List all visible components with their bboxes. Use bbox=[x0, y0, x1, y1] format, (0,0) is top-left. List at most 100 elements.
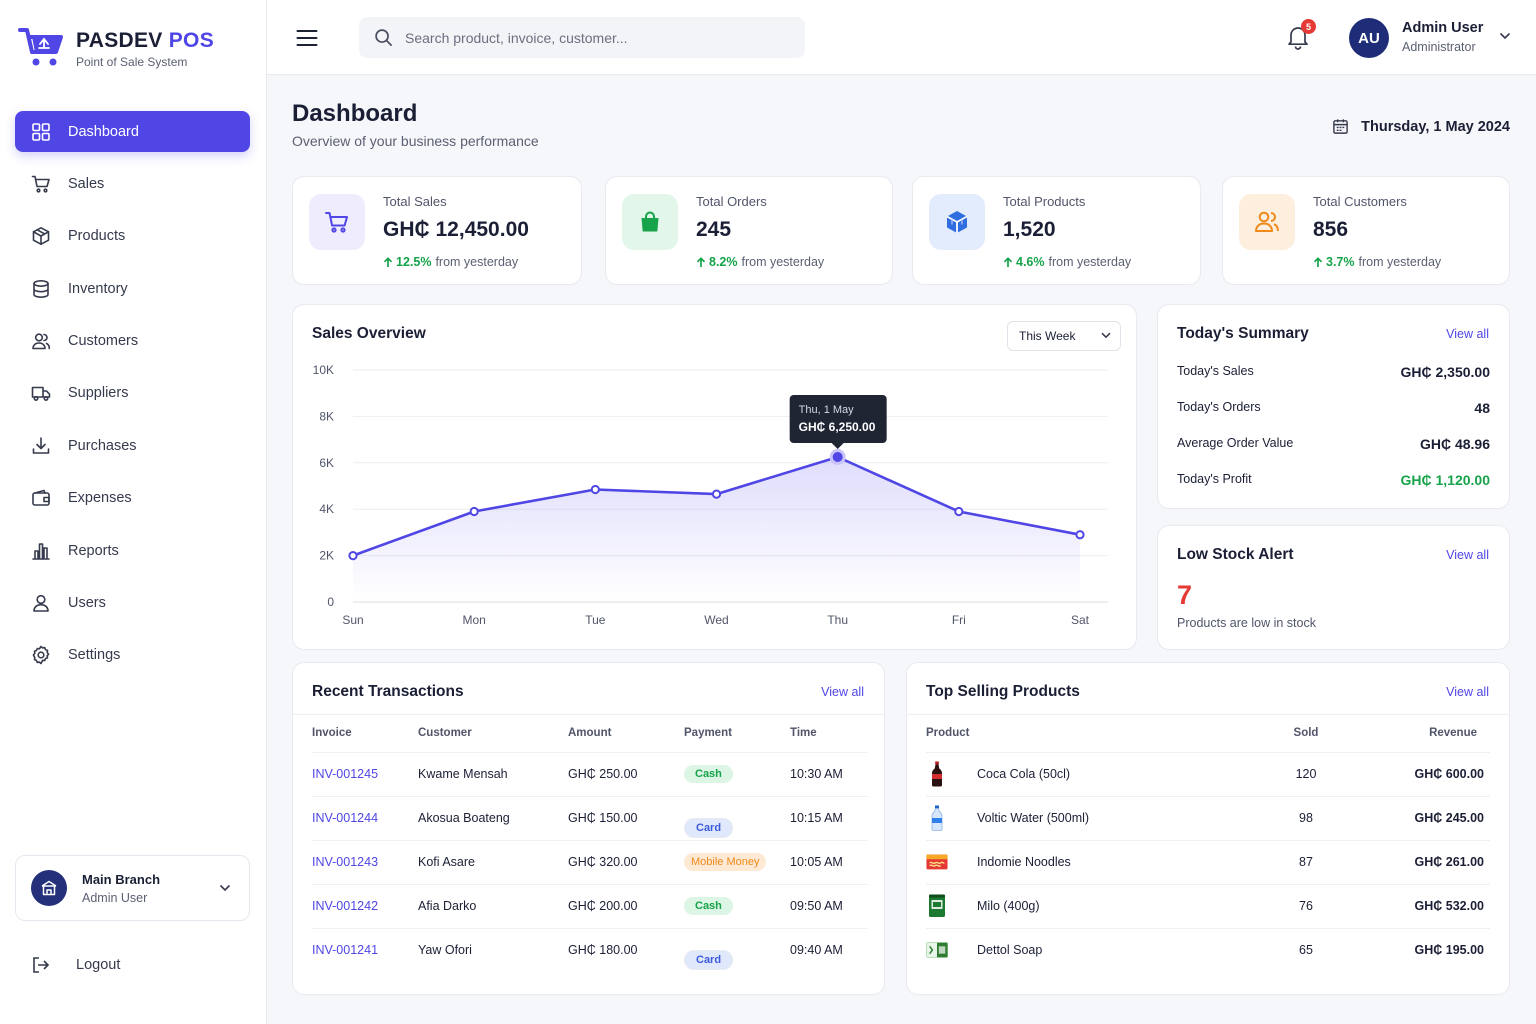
chevron-down-icon[interactable] bbox=[1499, 32, 1511, 40]
arrow-up-icon bbox=[1313, 256, 1323, 267]
sidebar-item-dashboard[interactable]: Dashboard bbox=[15, 111, 250, 152]
brand[interactable]: PASDEV POS Point of Sale System bbox=[18, 24, 214, 72]
data-point-sun[interactable] bbox=[348, 551, 358, 561]
period-select-value: This Week bbox=[1019, 329, 1076, 343]
table-row[interactable]: Milo (400g) 76 GH₵ 532.00 bbox=[926, 884, 1490, 929]
low-stock-view-all-link[interactable]: View all bbox=[1446, 548, 1489, 562]
low-stock-title: Low Stock Alert bbox=[1177, 546, 1294, 563]
table-row[interactable]: INV-001243 Kofi Asare GH₵ 320.00 Mobile … bbox=[312, 840, 867, 885]
sidebar-item-users[interactable]: Users bbox=[15, 583, 250, 624]
stat-label: Total Orders bbox=[696, 194, 767, 209]
branch-user: Admin User bbox=[82, 890, 148, 905]
col-header: Payment bbox=[684, 715, 790, 753]
data-point-thu[interactable] bbox=[829, 449, 846, 465]
summary-label: Today's Profit bbox=[1177, 472, 1252, 486]
stat-card-total-sales[interactable]: Total Sales GH₵ 12,450.00 12.5% from yes… bbox=[292, 176, 582, 285]
sidebar-item-reports[interactable]: Reports bbox=[15, 530, 250, 571]
invoice-link[interactable]: INV-001241 bbox=[312, 943, 379, 958]
sidebar-item-customers[interactable]: Customers bbox=[15, 321, 250, 362]
sidebar: PASDEV POS Point of Sale System Dashboar… bbox=[0, 0, 267, 1024]
stat-label: Total Customers bbox=[1313, 194, 1407, 209]
user-info[interactable]: Admin User Administrator bbox=[1402, 20, 1483, 54]
bar-chart-icon bbox=[31, 541, 51, 561]
col-header: Revenue bbox=[1326, 715, 1490, 753]
branch-name: Main Branch bbox=[82, 871, 161, 887]
col-header: Product bbox=[926, 715, 1286, 753]
stat-trend-suffix: from yesterday bbox=[1358, 255, 1442, 269]
summary-row: Today's Sales GH₵ 2,350.00 bbox=[1177, 364, 1490, 380]
user-role: Administrator bbox=[1402, 40, 1476, 54]
sidebar-item-suppliers[interactable]: Suppliers bbox=[15, 373, 250, 414]
stat-trend-percent: 3.7% bbox=[1326, 255, 1355, 269]
table-row[interactable]: Dettol Soap 65 GH₵ 195.00 bbox=[926, 928, 1490, 972]
search-bar bbox=[359, 17, 805, 58]
amount-cell: GH₵ 150.00 bbox=[568, 796, 684, 841]
stat-card-total-orders[interactable]: Total Orders 245 8.2% from yesterday bbox=[605, 176, 893, 285]
amount-cell: GH₵ 250.00 bbox=[568, 752, 684, 797]
sidebar-item-inventory[interactable]: Inventory bbox=[15, 268, 250, 309]
stat-value: GH₵ 12,450.00 bbox=[383, 218, 529, 241]
wallet-icon bbox=[31, 488, 51, 508]
water-bottle-icon bbox=[926, 805, 948, 831]
table-row[interactable]: INV-001241 Yaw Ofori GH₵ 180.00 Card 09:… bbox=[312, 928, 867, 972]
sidebar-item-sales[interactable]: Sales bbox=[15, 163, 250, 204]
date-text: Thursday, 1 May 2024 bbox=[1361, 118, 1510, 135]
branch-switcher[interactable]: Main Branch Admin User bbox=[15, 855, 250, 921]
logout-button[interactable]: Logout bbox=[31, 955, 120, 975]
invoice-link[interactable]: INV-001242 bbox=[312, 899, 379, 913]
invoice-link[interactable]: INV-001245 bbox=[312, 767, 379, 781]
x-tick-label: Tue bbox=[585, 613, 606, 627]
chevron-down-icon bbox=[219, 884, 231, 892]
sidebar-item-purchases[interactable]: Purchases bbox=[15, 425, 250, 466]
stat-card-total-customers[interactable]: Total Customers 856 3.7% from yesterday bbox=[1222, 176, 1510, 285]
data-point-tue[interactable] bbox=[590, 484, 600, 495]
summary-view-all-link[interactable]: View all bbox=[1446, 327, 1489, 341]
top-products-view-all-link[interactable]: View all bbox=[1446, 685, 1489, 699]
table-row[interactable]: INV-001242 Afia Darko GH₵ 200.00 Cash 09… bbox=[312, 884, 867, 929]
top-products-table: Product Sold Revenue Coca Cola (50cl) 12… bbox=[926, 715, 1490, 972]
stat-trend-suffix: from yesterday bbox=[741, 255, 825, 269]
table-row[interactable]: Voltic Water (500ml) 98 GH₵ 245.00 bbox=[926, 796, 1490, 841]
avatar[interactable]: AU bbox=[1349, 18, 1389, 58]
todays-summary-card: Today's Summary View all Today's Sales G… bbox=[1157, 304, 1510, 509]
data-point-wed[interactable] bbox=[711, 489, 722, 499]
cart-icon bbox=[31, 174, 51, 194]
stat-card-total-products[interactable]: Total Products 1,520 4.6% from yesterday bbox=[912, 176, 1201, 285]
payment-badge: Card bbox=[684, 818, 734, 838]
x-tick-label: Sun bbox=[342, 613, 363, 627]
search-input[interactable] bbox=[405, 29, 785, 46]
data-point-sat[interactable] bbox=[1075, 530, 1085, 540]
noodles-pack-icon bbox=[926, 849, 948, 875]
revenue-cell: GH₵ 532.00 bbox=[1326, 884, 1490, 929]
period-select[interactable]: This Week bbox=[1007, 321, 1121, 351]
chart-tooltip: Thu, 1 May GH₵ 6,250.00 bbox=[789, 395, 887, 449]
data-point-fri[interactable] bbox=[954, 506, 964, 517]
sold-cell: 76 bbox=[1286, 884, 1326, 929]
hamburger-menu-icon[interactable] bbox=[296, 28, 318, 48]
table-header-row: Product Sold Revenue bbox=[926, 715, 1490, 753]
users-icon bbox=[1239, 194, 1295, 250]
table-row[interactable]: INV-001245 Kwame Mensah GH₵ 250.00 Cash … bbox=[312, 752, 867, 797]
invoice-link[interactable]: INV-001244 bbox=[312, 811, 379, 825]
sales-overview-title: Sales Overview bbox=[312, 325, 426, 342]
product-name: Voltic Water (500ml) bbox=[977, 811, 1090, 825]
col-header: Amount bbox=[568, 715, 684, 753]
page-title: Dashboard bbox=[292, 100, 418, 127]
top-selling-products-card: Top Selling Products View all Product So… bbox=[906, 662, 1510, 995]
table-row[interactable]: Coca Cola (50cl) 120 GH₵ 600.00 bbox=[926, 752, 1490, 797]
truck-icon bbox=[31, 383, 51, 403]
sidebar-item-label: Inventory bbox=[68, 280, 128, 297]
users-icon bbox=[31, 331, 51, 351]
table-row[interactable]: INV-001244 Akosua Boateng GH₵ 150.00 Car… bbox=[312, 796, 867, 841]
customer-cell: Yaw Ofori bbox=[418, 943, 472, 958]
invoice-link[interactable]: INV-001243 bbox=[312, 855, 379, 869]
stat-trend: 8.2% from yesterday bbox=[696, 255, 824, 269]
sidebar-item-label: Dashboard bbox=[68, 123, 139, 140]
data-point-mon[interactable] bbox=[469, 506, 479, 517]
table-row[interactable]: Indomie Noodles 87 GH₵ 261.00 bbox=[926, 840, 1490, 885]
transactions-view-all-link[interactable]: View all bbox=[821, 685, 864, 699]
col-header: Sold bbox=[1286, 715, 1326, 753]
sidebar-item-products[interactable]: Products bbox=[15, 216, 250, 257]
sidebar-item-settings[interactable]: Settings bbox=[15, 635, 250, 676]
sidebar-item-expenses[interactable]: Expenses bbox=[15, 478, 250, 519]
